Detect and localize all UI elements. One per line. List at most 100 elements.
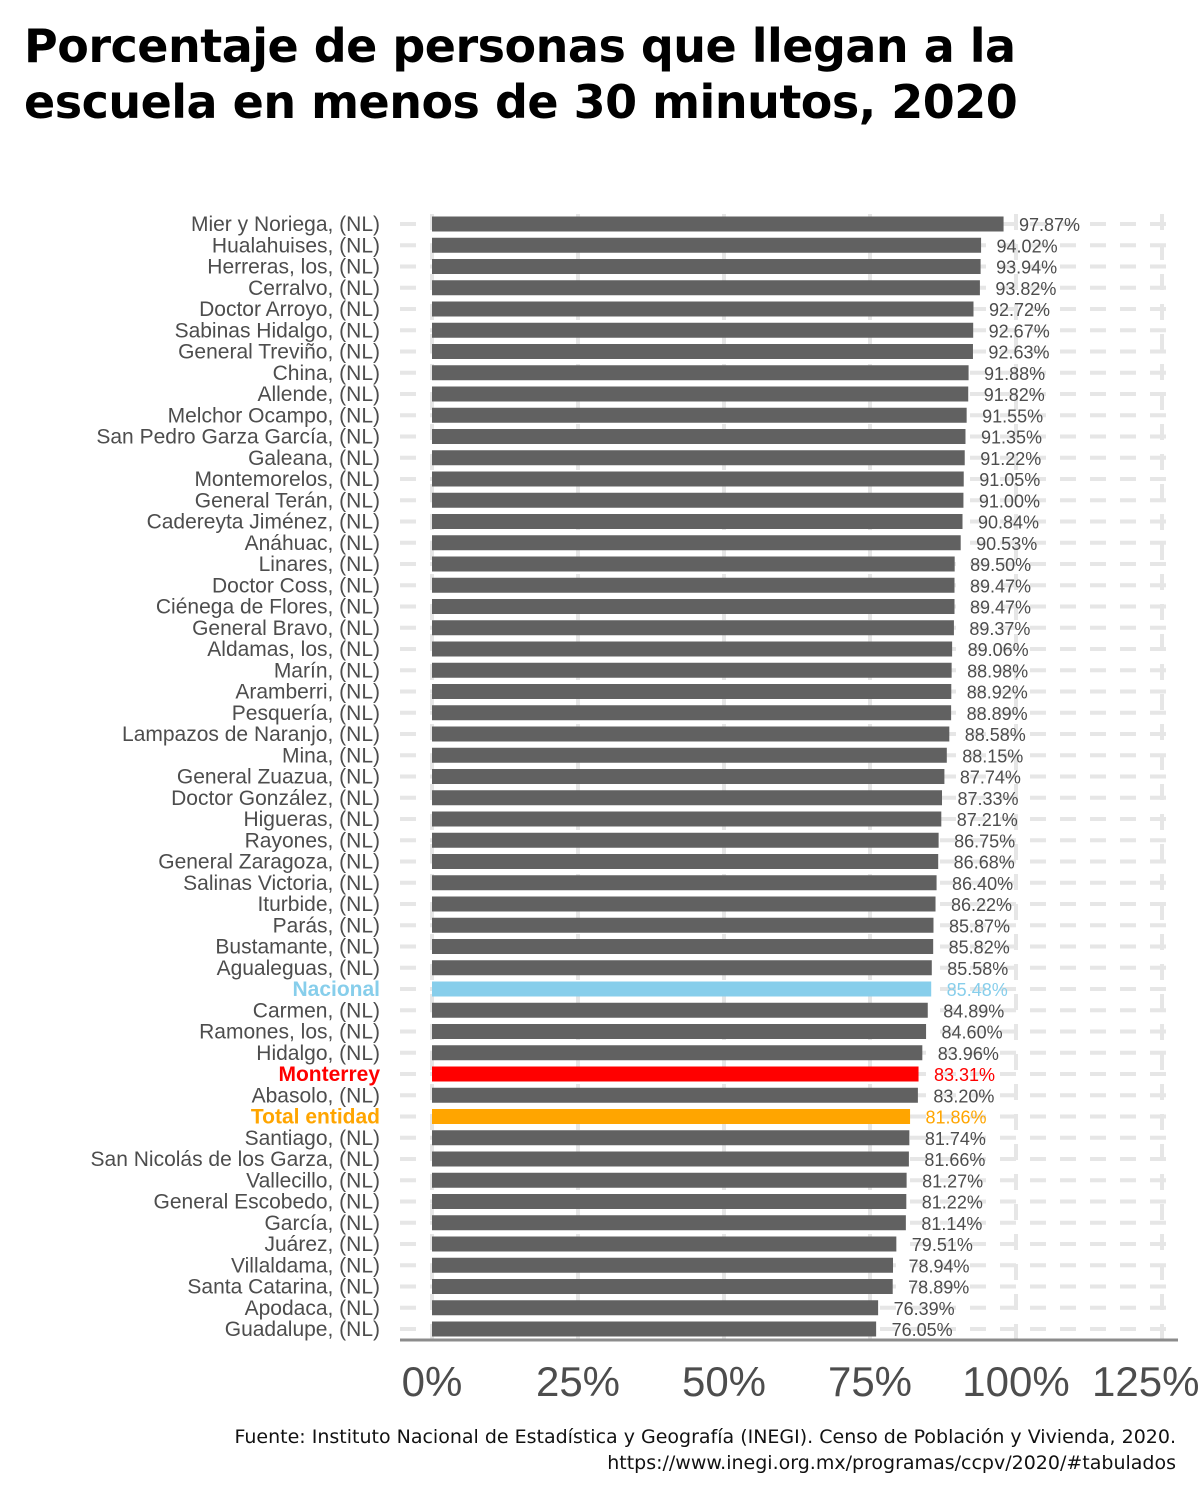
value-label: 88.92%	[967, 683, 1028, 703]
category-label: Nacional	[292, 978, 380, 1001]
bar	[432, 407, 967, 423]
value-label: 78.94%	[908, 1256, 969, 1276]
bar	[432, 237, 982, 253]
bar	[432, 599, 955, 614]
category-labels: Mier y Noriega, (NL)Hualahuises, (NL)Her…	[91, 213, 381, 1341]
category-label: General Treviño, (NL)	[178, 341, 380, 364]
category-label: General Zuazua, (NL)	[177, 766, 380, 789]
category-label: Apodaca, (NL)	[245, 1297, 380, 1320]
source-note: Fuente: Instituto Nacional de Estadístic…	[234, 1426, 1177, 1474]
bar	[432, 790, 943, 806]
bar	[432, 1130, 910, 1146]
x-tick-label: 50%	[682, 1358, 766, 1405]
value-label: 92.72%	[989, 300, 1050, 320]
value-label: 91.88%	[984, 364, 1045, 384]
value-label: 84.89%	[943, 1001, 1004, 1021]
bar	[432, 769, 945, 784]
category-label: Aramberri, (NL)	[235, 681, 380, 704]
bar	[432, 832, 939, 848]
category-label: Ramones, los, (NL)	[199, 1021, 380, 1044]
value-label: 91.82%	[984, 385, 1045, 405]
x-tick-label: 0%	[402, 1358, 463, 1405]
bar	[432, 896, 936, 912]
bar	[432, 1279, 893, 1294]
value-label: 89.47%	[970, 598, 1031, 618]
bar	[432, 960, 932, 976]
category-label: Higueras, (NL)	[243, 808, 380, 831]
bar-chart: Mier y Noriega, (NL)Hualahuises, (NL)Her…	[91, 213, 1200, 1405]
category-label: Hidalgo, (NL)	[256, 1042, 380, 1065]
value-label: 90.53%	[976, 534, 1037, 554]
bar	[432, 535, 961, 551]
bar	[432, 514, 963, 529]
category-label: Cerralvo, (NL)	[248, 277, 380, 300]
category-label: Linares, (NL)	[259, 553, 380, 576]
value-label: 87.74%	[960, 768, 1021, 788]
chart-title: Porcentaje de personas que llegan a la e…	[24, 19, 1018, 129]
category-label: Sabinas Hidalgo, (NL)	[175, 319, 380, 342]
value-label: 87.33%	[957, 789, 1018, 809]
category-label: Anáhuac, (NL)	[245, 532, 380, 555]
value-label: 89.47%	[970, 576, 1031, 596]
value-label: 92.67%	[989, 321, 1050, 341]
value-label: 81.86%	[926, 1108, 987, 1128]
category-label: Juárez, (NL)	[264, 1233, 380, 1256]
bar	[432, 747, 947, 763]
bar	[432, 1087, 918, 1103]
category-label: General Terán, (NL)	[195, 489, 380, 512]
category-label: Guadalupe, (NL)	[225, 1318, 380, 1341]
bar	[432, 1066, 919, 1082]
bar	[432, 344, 973, 359]
bar	[432, 301, 974, 317]
value-label: 85.58%	[947, 959, 1008, 979]
value-label: 88.98%	[967, 661, 1028, 681]
category-label: Herreras, los, (NL)	[207, 256, 380, 279]
value-label: 81.14%	[921, 1214, 982, 1234]
x-tick-label: 25%	[536, 1358, 620, 1405]
value-label: 86.68%	[954, 853, 1015, 873]
value-label: 92.63%	[988, 343, 1049, 363]
bar	[432, 577, 955, 593]
value-label: 97.87%	[1019, 215, 1080, 235]
value-label: 85.82%	[949, 938, 1010, 958]
value-label: 88.58%	[965, 725, 1026, 745]
category-label: San Nicolás de los Garza, (NL)	[91, 1148, 380, 1171]
x-tick-label: 75%	[828, 1358, 912, 1405]
x-axis-ticks: 0% 25% 50% 75% 100% 125%	[402, 1358, 1200, 1405]
category-label: Iturbide, (NL)	[257, 893, 380, 916]
bar	[432, 917, 934, 933]
value-label: 81.74%	[925, 1129, 986, 1149]
value-label: 81.27%	[922, 1171, 983, 1191]
category-label: Santiago, (NL)	[245, 1127, 380, 1150]
category-label: Montemorelos, (NL)	[194, 468, 380, 491]
bar	[432, 1194, 907, 1209]
category-label: Villaldama, (NL)	[231, 1254, 380, 1277]
bar	[432, 1151, 909, 1167]
value-label: 91.22%	[980, 449, 1041, 469]
value-label: 93.94%	[996, 258, 1057, 278]
category-label: General Zaragoza, (NL)	[158, 851, 380, 874]
value-label: 86.22%	[951, 895, 1012, 915]
category-label: Doctor Arroyo, (NL)	[199, 298, 380, 321]
category-label: Hualahuises, (NL)	[212, 234, 380, 257]
bar	[432, 1321, 877, 1337]
value-label: 89.37%	[969, 619, 1030, 639]
category-label: Total entidad	[251, 1106, 380, 1129]
value-label: 94.02%	[997, 236, 1058, 256]
bar	[432, 939, 934, 954]
category-label: Pesquería, (NL)	[232, 702, 380, 725]
value-label: 86.75%	[954, 831, 1015, 851]
category-label: Galeana, (NL)	[248, 447, 380, 470]
category-label: Doctor Coss, (NL)	[212, 574, 380, 597]
category-label: Mier y Noriega, (NL)	[191, 213, 380, 236]
bar	[432, 662, 952, 678]
bar	[432, 620, 954, 636]
bar	[432, 429, 966, 444]
bar	[432, 1215, 906, 1231]
category-label: Bustamante, (NL)	[215, 936, 380, 959]
bar	[432, 471, 964, 487]
value-label: 93.82%	[995, 279, 1056, 299]
bar	[432, 684, 952, 699]
value-label: 79.51%	[912, 1235, 973, 1255]
bar	[432, 1257, 894, 1273]
